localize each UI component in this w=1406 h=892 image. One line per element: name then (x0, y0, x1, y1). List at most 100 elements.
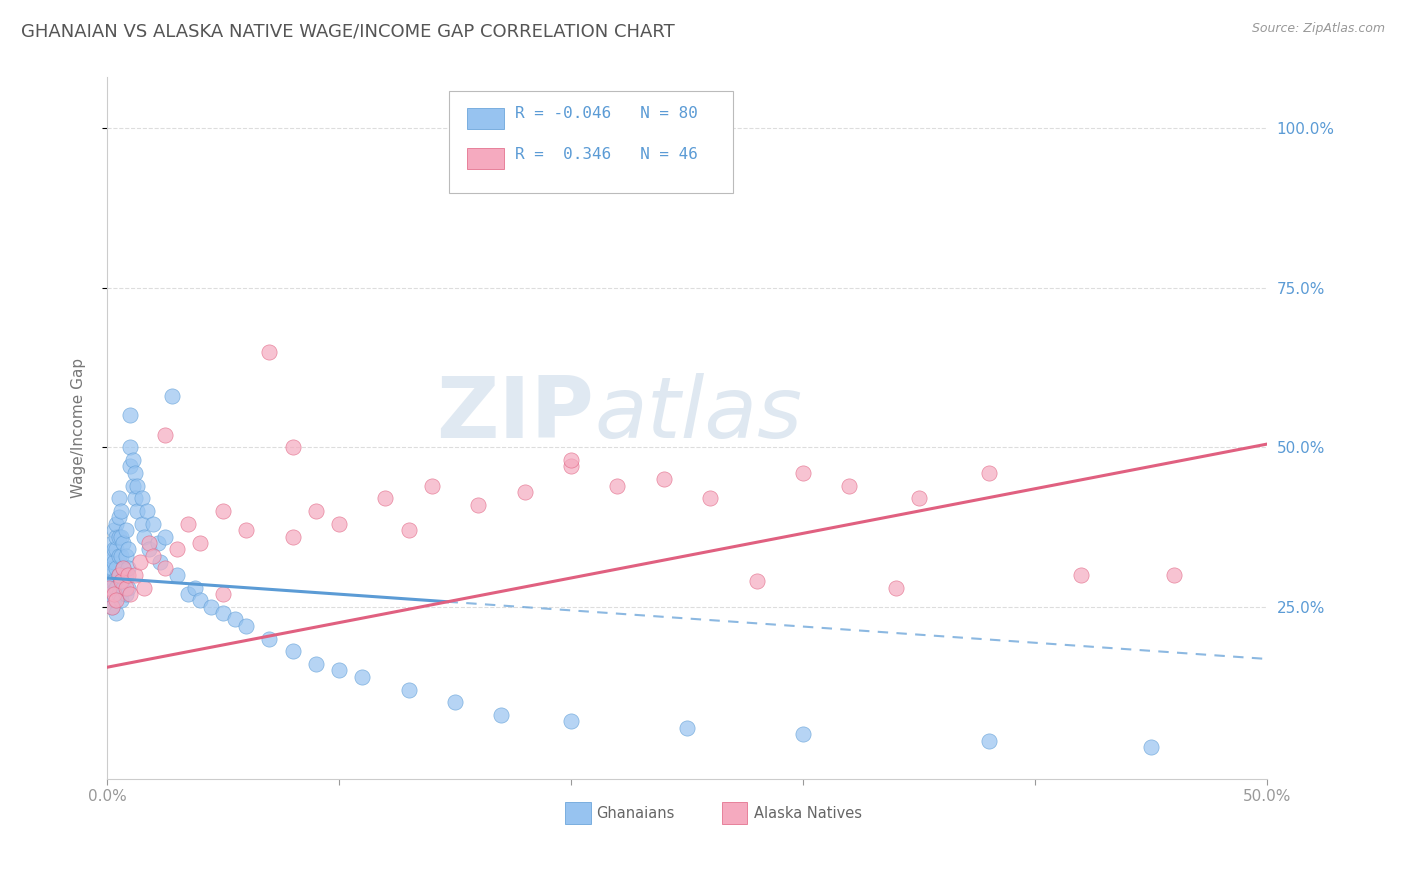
FancyBboxPatch shape (467, 108, 503, 128)
Point (467, 498, 489, 512)
Point (107, 549, 129, 563)
Point (281, 529, 304, 543)
Point (105, 606, 128, 620)
Point (792, 727, 814, 741)
Point (121, 453, 143, 467)
Point (105, 581, 128, 595)
Point (166, 542, 188, 557)
Point (444, 695, 467, 709)
Point (114, 567, 136, 582)
Point (124, 466, 146, 480)
Text: Alaska Natives: Alaska Natives (755, 805, 862, 821)
Point (328, 664, 350, 678)
Point (259, 632, 281, 646)
Point (606, 478, 628, 492)
Point (212, 504, 235, 518)
Point (212, 587, 235, 601)
Point (112, 536, 135, 550)
Point (124, 491, 146, 506)
Point (374, 491, 396, 506)
Point (131, 516, 153, 531)
Point (160, 389, 183, 403)
Point (98, 555, 121, 569)
Point (100, 536, 122, 550)
Text: R = -0.046   N = 80: R = -0.046 N = 80 (516, 106, 699, 121)
Point (235, 619, 257, 633)
Point (124, 567, 146, 582)
Point (135, 504, 157, 518)
Point (259, 344, 281, 359)
Point (112, 561, 135, 575)
Point (560, 459, 582, 474)
FancyBboxPatch shape (721, 802, 748, 824)
Point (745, 574, 768, 589)
Point (117, 567, 139, 582)
Point (110, 593, 132, 607)
Point (117, 581, 139, 595)
FancyBboxPatch shape (565, 802, 591, 824)
Text: ZIP: ZIP (436, 373, 595, 456)
Point (103, 555, 125, 569)
Point (107, 567, 129, 582)
Point (491, 708, 513, 723)
Point (131, 491, 153, 506)
Point (153, 561, 176, 575)
FancyBboxPatch shape (467, 147, 503, 169)
Point (107, 587, 129, 601)
Point (112, 581, 135, 595)
Point (98, 581, 121, 595)
Point (153, 529, 176, 543)
Point (235, 523, 257, 537)
Point (110, 574, 132, 589)
Point (138, 536, 160, 550)
Point (184, 581, 207, 595)
Point (142, 549, 165, 563)
Point (652, 472, 675, 486)
Point (305, 657, 328, 671)
Point (188, 536, 211, 550)
Point (105, 593, 128, 607)
Point (103, 587, 125, 601)
Point (676, 721, 699, 735)
Point (420, 478, 443, 492)
Point (1070, 567, 1092, 582)
Point (884, 581, 907, 595)
Point (107, 529, 129, 543)
Point (100, 561, 122, 575)
Point (117, 542, 139, 557)
Point (121, 478, 143, 492)
Point (105, 561, 128, 575)
Point (128, 555, 150, 569)
Y-axis label: Wage/Income Gap: Wage/Income Gap (72, 358, 86, 499)
Point (398, 523, 420, 537)
Point (110, 529, 132, 543)
Point (838, 478, 860, 492)
Point (98, 581, 121, 595)
Point (908, 491, 931, 506)
Point (103, 574, 125, 589)
Point (107, 510, 129, 524)
Point (177, 587, 200, 601)
Point (699, 491, 721, 506)
Point (114, 549, 136, 563)
Point (120, 459, 142, 474)
Point (977, 733, 1000, 747)
Text: R =  0.346   N = 46: R = 0.346 N = 46 (516, 147, 699, 162)
Point (149, 555, 172, 569)
Point (281, 440, 304, 454)
Text: Source: ZipAtlas.com: Source: ZipAtlas.com (1251, 22, 1385, 36)
Point (120, 409, 142, 423)
Point (513, 484, 536, 499)
Point (120, 587, 142, 601)
Point (114, 581, 136, 595)
Point (134, 581, 156, 595)
Point (188, 593, 211, 607)
Text: atlas: atlas (595, 373, 803, 456)
Text: Ghanaians: Ghanaians (596, 805, 675, 821)
Point (105, 516, 128, 531)
Point (107, 567, 129, 582)
Point (146, 536, 169, 550)
Point (281, 644, 304, 658)
Point (117, 561, 139, 575)
Point (103, 542, 125, 557)
